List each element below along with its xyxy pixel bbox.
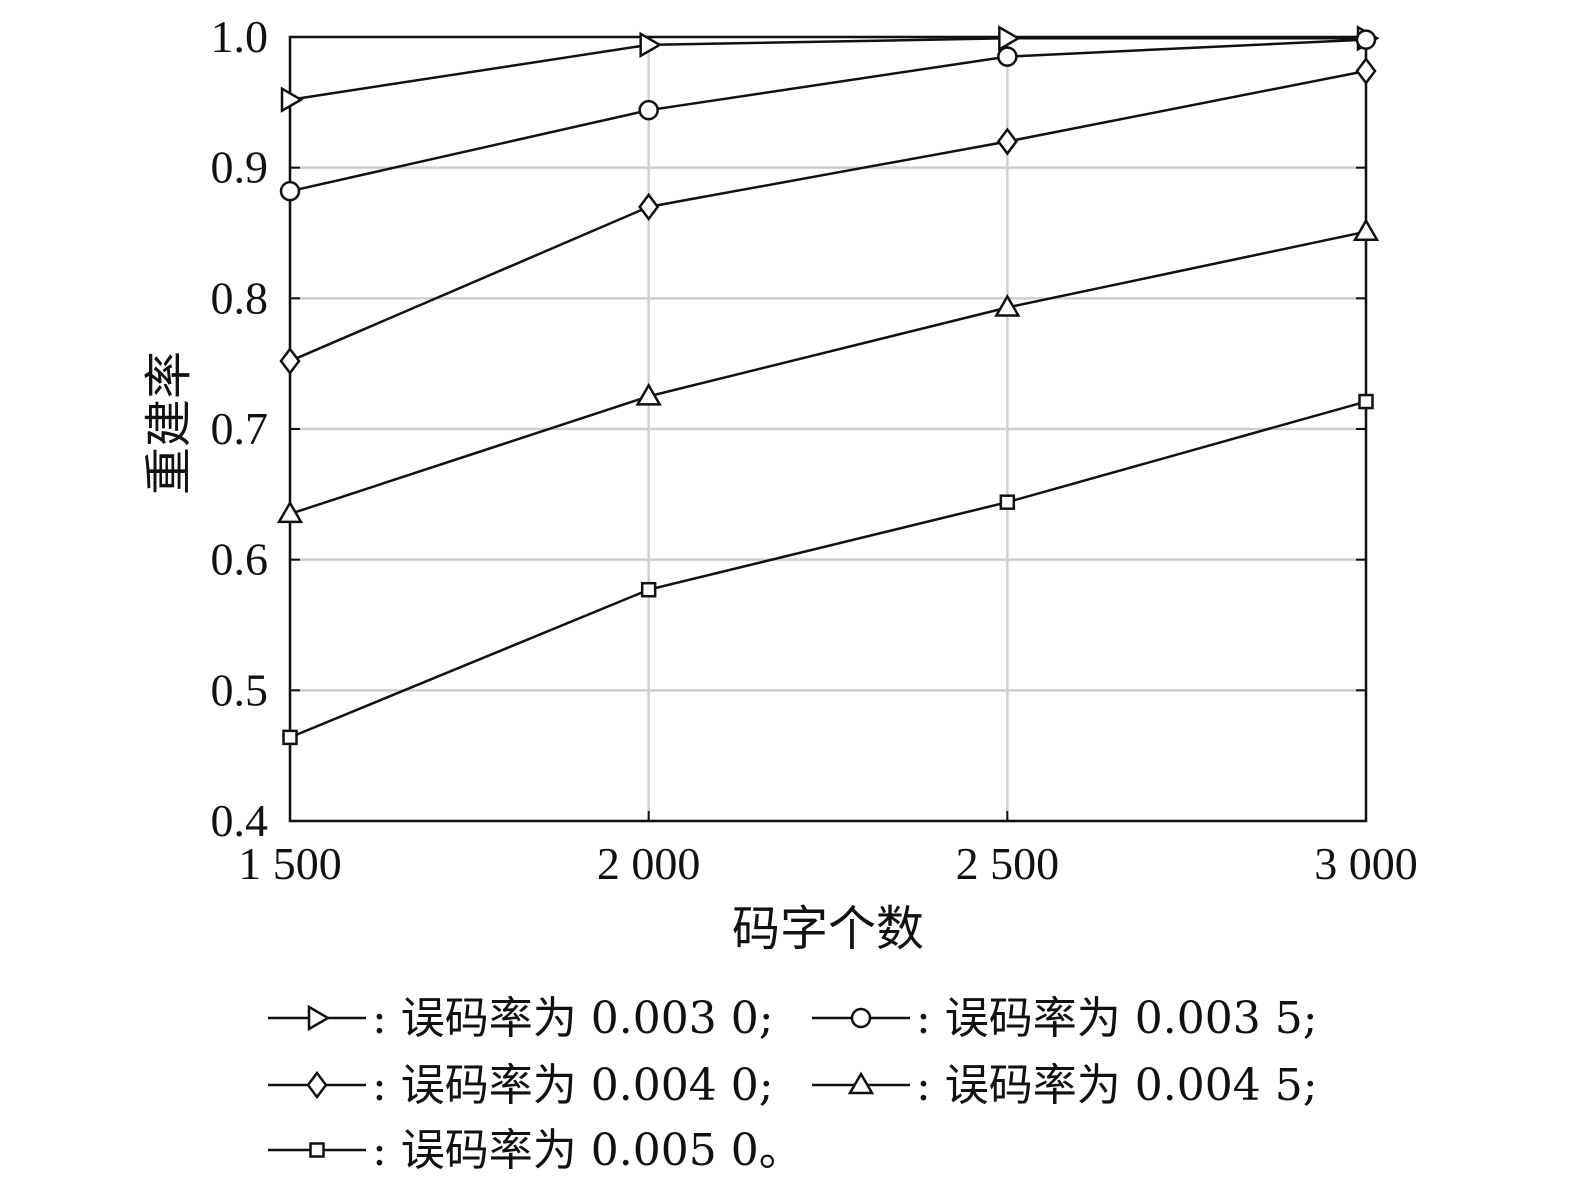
marker-square (1358, 393, 1374, 410)
x-tick-label: 3 000 (1314, 838, 1418, 889)
marker-square (999, 494, 1016, 510)
marker-square (309, 1142, 325, 1158)
series-line (276, 218, 1380, 524)
marker-circle (850, 1007, 872, 1029)
x-tick-label: 2 000 (597, 838, 701, 889)
legend-label: : 误码率为 0.004 0; (372, 1060, 774, 1111)
marker-triangle-right (307, 1004, 331, 1032)
marker-triangle-up (847, 1071, 875, 1095)
y-tick-label: 0.9 (211, 142, 269, 193)
series-path (289, 400, 1367, 739)
x-axis-title: 码字个数 (732, 901, 924, 957)
marker-circle (1355, 29, 1377, 50)
legend-item: : 误码率为 0.003 5; (812, 993, 1318, 1044)
marker-triangle-up (1352, 218, 1380, 241)
y-tick-label: 0.5 (211, 664, 269, 715)
series-line (279, 56, 1377, 376)
marker-square (640, 581, 657, 598)
series-path (289, 69, 1367, 363)
marker-circle (638, 99, 659, 121)
y-tick-label: 0.7 (211, 403, 269, 454)
y-tick-label: 0.4 (211, 795, 269, 846)
legend-label: : 误码率为 0.004 5; (916, 1060, 1318, 1111)
legend-label: : 误码率为 0.003 0; (372, 993, 774, 1044)
y-tick-label: 0.6 (211, 534, 269, 585)
marker-diamond (279, 346, 301, 376)
marker-square (282, 729, 298, 746)
legend-label: : 误码率为 0.005 0。 (372, 1125, 803, 1176)
marker-triangle-up (635, 382, 662, 406)
x-tick-label: 1 500 (238, 838, 342, 889)
marker-triangle-up (276, 500, 304, 524)
y-tick-label: 0.8 (211, 272, 269, 323)
marker-diamond (638, 192, 660, 221)
marker-circle (997, 46, 1018, 67)
marker-triangle-up (994, 293, 1021, 317)
legend: : 误码率为 0.003 0; : 误码率为 0.003 5; : 误码率为 0.0… (268, 993, 1318, 1176)
series-line (282, 393, 1374, 746)
axis-ticks: 0.4 0.5 0.6 0.7 0.8 0.9 1.0 1 500 2 000 2 500 3 00… (211, 11, 1418, 889)
y-tick-label: 1.0 (211, 11, 269, 62)
legend-label: : 误码率为 0.003 5; (916, 993, 1318, 1044)
marker-triangle-right (998, 25, 1021, 52)
series-layer (276, 25, 1380, 746)
series-line (279, 29, 1377, 202)
marker-circle (279, 180, 301, 202)
series-path (289, 37, 1366, 101)
y-axis-title: 重建率 (141, 351, 197, 495)
legend-item: : 误码率为 0.004 0; (268, 1060, 774, 1111)
legend-item: : 误码率为 0.005 0。 (268, 1125, 803, 1176)
series-line (280, 25, 1380, 113)
series-path (289, 230, 1367, 516)
x-tick-label: 2 500 (956, 838, 1060, 889)
series-path (289, 38, 1367, 193)
legend-item: : 误码率为 0.003 0; (268, 993, 774, 1044)
marker-triangle-right (639, 31, 663, 59)
legend-item: : 误码率为 0.004 5; (812, 1060, 1318, 1111)
marker-diamond (996, 127, 1018, 156)
marker-diamond (1355, 56, 1377, 86)
marker-triangle-right (280, 86, 304, 113)
marker-diamond (306, 1070, 328, 1100)
